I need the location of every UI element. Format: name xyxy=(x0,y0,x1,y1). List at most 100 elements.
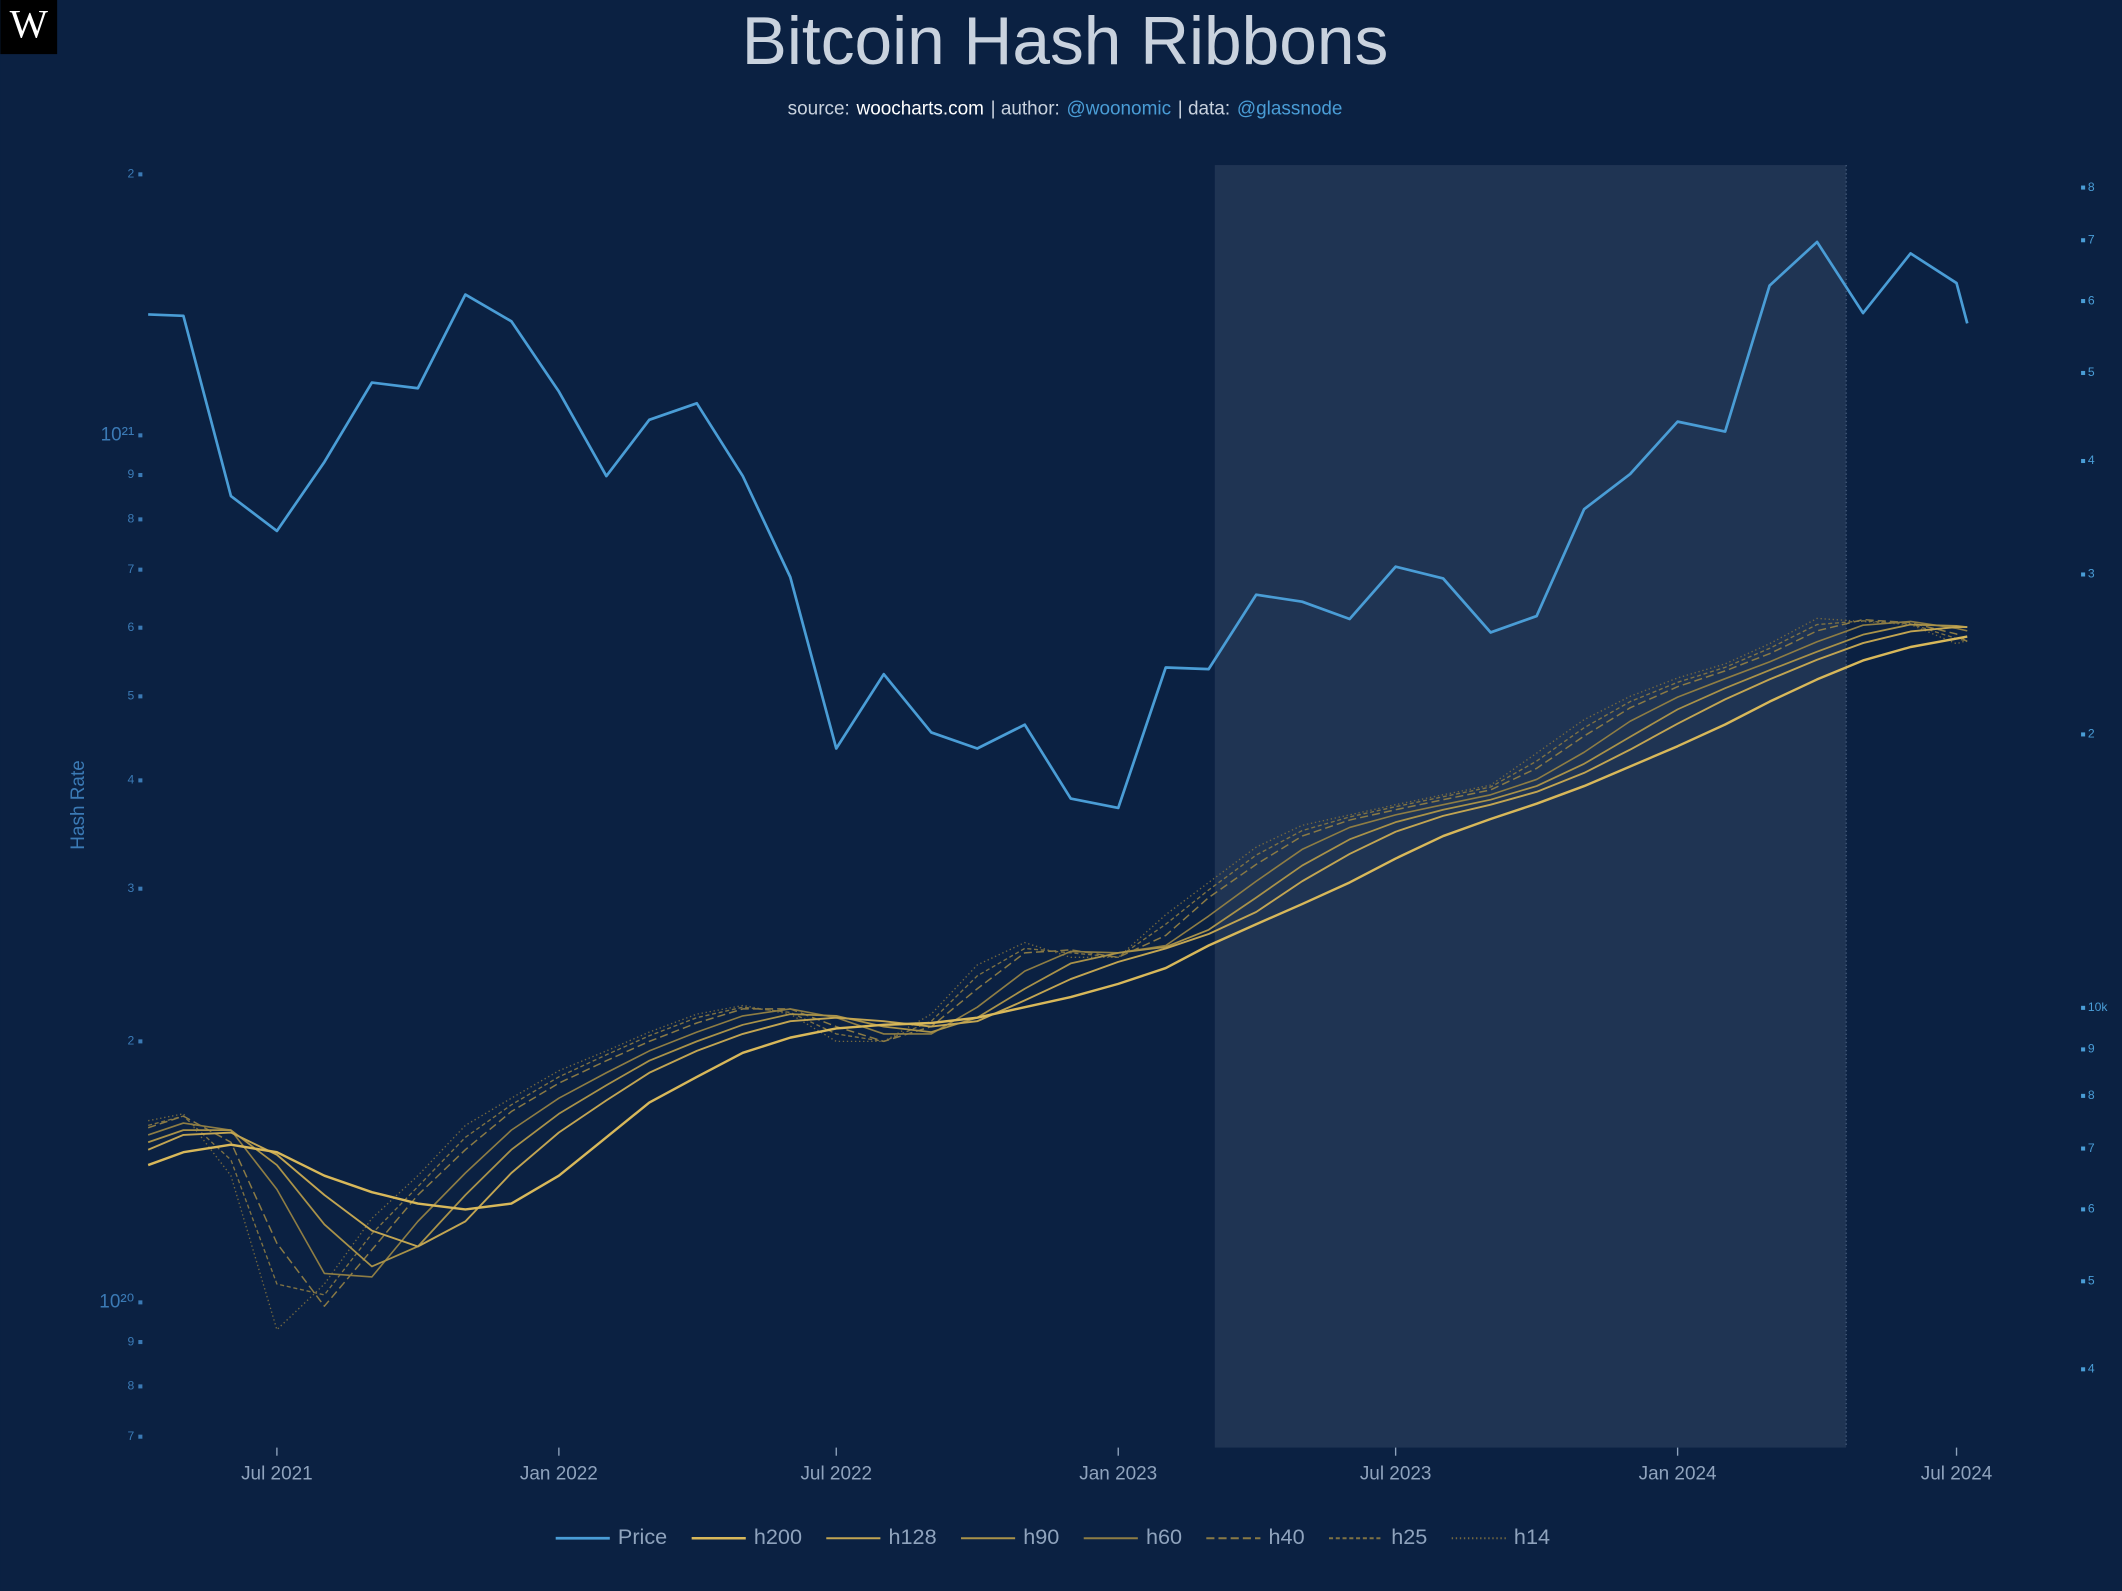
y2-tick-mark xyxy=(2081,185,2086,190)
y-tick-mark xyxy=(138,1039,143,1044)
y2-tick-label: 4 xyxy=(2088,453,2095,467)
y2-tick-label: 10k xyxy=(2088,1000,2109,1014)
y2-tick-mark xyxy=(2081,238,2086,243)
legend-label: h40 xyxy=(1269,1524,1305,1549)
y-tick-label: 4 xyxy=(128,773,135,787)
subtitle-part: @woonomic xyxy=(1067,99,1171,120)
y-tick-mark xyxy=(138,472,143,478)
y-tick-label: 6 xyxy=(128,620,135,634)
logo: W xyxy=(10,2,49,47)
y-tick-label: 9 xyxy=(128,467,135,481)
x-tick-label: Jul 2023 xyxy=(1360,1464,1432,1485)
y2-tick-label: 6 xyxy=(2088,293,2095,307)
y-axis-title: Hash Rate xyxy=(68,760,89,849)
y-tick-mark xyxy=(138,778,143,783)
y2-tick-label: 3 xyxy=(2088,567,2095,581)
y-tick-mark xyxy=(138,433,143,438)
y-tick-mark xyxy=(138,1340,143,1345)
y-tick-label: 7 xyxy=(128,1429,135,1443)
y2-tick-mark xyxy=(2081,1207,2086,1212)
y2-tick-label: 8 xyxy=(2088,1088,2095,1102)
y2-tick-mark xyxy=(2081,732,2086,737)
series-line xyxy=(148,617,1968,1331)
x-tick-label: Jul 2021 xyxy=(241,1464,313,1485)
legend-label: h60 xyxy=(1146,1524,1182,1549)
legend-item: h60 xyxy=(1083,1524,1182,1549)
legend-item: Price xyxy=(555,1524,667,1549)
y-tick-mark xyxy=(138,694,143,699)
chart-title: Bitcoin Hash Ribbons xyxy=(742,4,1389,79)
y2-tick-mark xyxy=(2081,1005,2086,1010)
x-tick-label: Jan 2023 xyxy=(1079,1464,1157,1485)
chart-subtitle: source: woocharts.com | author: @woonomic | … xyxy=(788,99,1343,120)
y-tick-label: 2 xyxy=(128,1034,135,1048)
legend-item: h90 xyxy=(961,1524,1059,1549)
x-tick-label: Jan 2022 xyxy=(520,1464,598,1485)
legend-item: h200 xyxy=(691,1524,802,1549)
subtitle-part: | data: xyxy=(1178,99,1230,120)
legend-item: h25 xyxy=(1329,1524,1427,1549)
y-tick-label: 7 xyxy=(128,562,135,576)
y-tick-label: 8 xyxy=(128,512,135,526)
series-line xyxy=(147,620,1968,1278)
y-tick-label: 3 xyxy=(128,881,135,895)
y2-tick-label: 5 xyxy=(2088,1274,2095,1288)
y-tick-mark xyxy=(138,1300,143,1305)
y2-tick-mark xyxy=(2081,1146,2086,1151)
y2-tick-mark xyxy=(2081,1279,2086,1284)
subtitle-part: source: xyxy=(788,99,850,120)
y2-tick-label: 4 xyxy=(2088,1362,2095,1376)
series-line xyxy=(147,626,1968,1248)
legend-item: h40 xyxy=(1206,1524,1305,1549)
y-tick-label: 10²⁰ xyxy=(99,1291,134,1312)
series-line xyxy=(147,620,1968,1296)
y-tick-label: 2 xyxy=(128,167,135,181)
y-tick-mark xyxy=(138,1434,143,1439)
y2-tick-mark xyxy=(2081,299,2086,304)
subtitle-part: @glassnode xyxy=(1237,99,1343,120)
x-tick-label: Jul 2022 xyxy=(800,1464,872,1485)
legend-label: h25 xyxy=(1391,1524,1427,1549)
y-tick-label: 10²¹ xyxy=(101,424,135,445)
y2-tick-label: 6 xyxy=(2088,1202,2095,1216)
x-tick-label: Jan 2024 xyxy=(1639,1464,1717,1485)
logo-box xyxy=(0,0,58,55)
series-line xyxy=(148,240,1969,810)
legend-label: h90 xyxy=(1023,1524,1059,1549)
y2-tick-mark xyxy=(2081,1047,2086,1052)
y-tick-mark xyxy=(138,625,143,630)
legend-label: h128 xyxy=(889,1524,937,1549)
y-tick-mark xyxy=(138,1384,143,1389)
y-tick-label: 5 xyxy=(128,689,135,703)
y-tick-mark xyxy=(138,567,143,572)
legend-label: h200 xyxy=(754,1524,802,1549)
y2-tick-label: 5 xyxy=(2088,365,2095,379)
series-line xyxy=(147,618,1968,1307)
legend-item: h128 xyxy=(826,1524,937,1549)
subtitle-part: woocharts.com xyxy=(856,99,984,120)
y2-tick-label: 7 xyxy=(2088,1141,2095,1155)
y-tick-mark xyxy=(138,517,143,522)
legend-item: h14 xyxy=(1451,1524,1550,1549)
y2-tick-mark xyxy=(2081,370,2086,376)
legend-label: Price xyxy=(618,1524,667,1549)
y2-tick-mark xyxy=(2081,572,2086,577)
y2-tick-mark xyxy=(2081,458,2086,464)
x-tick-label: Jul 2024 xyxy=(1921,1464,1993,1485)
y2-tick-label: 9 xyxy=(2088,1042,2095,1056)
subtitle-part: | author: xyxy=(991,99,1060,120)
y2-tick-label: 8 xyxy=(2088,180,2095,194)
series-line xyxy=(147,623,1968,1268)
y2-tick-label: 2 xyxy=(2088,727,2095,741)
plot-area: 7 8 9 10²⁰ 2 3 4 5 6 7 8 9 10²¹ 2 4 5 6 7 8 9 10k 2 3 4 5 6 7 8 Jul … xyxy=(99,165,2108,1485)
y2-tick-label: 7 xyxy=(2088,232,2095,246)
legend-label: h14 xyxy=(1514,1524,1550,1549)
y2-tick-mark xyxy=(2081,1367,2086,1372)
legend: Price h200 h128 h90 h60 h40 h25 h14 xyxy=(555,1524,1550,1549)
y-tick-label: 8 xyxy=(128,1379,135,1393)
series-line xyxy=(147,635,1968,1211)
y-tick-label: 9 xyxy=(128,1334,135,1348)
y2-tick-mark xyxy=(2081,1093,2086,1098)
